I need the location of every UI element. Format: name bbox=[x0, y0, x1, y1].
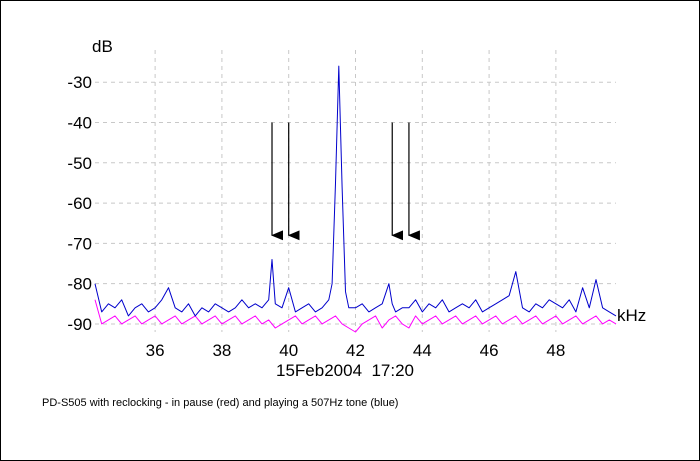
grid-lines bbox=[95, 50, 616, 332]
y-tick-label: -70 bbox=[67, 234, 92, 253]
x-tick-label: 46 bbox=[480, 341, 499, 360]
x-tick-label: 48 bbox=[546, 341, 565, 360]
y-tick-labels: -30 -40 -50 -60 -70 -80 -90 bbox=[67, 73, 92, 334]
x-tick-label: 40 bbox=[279, 341, 298, 360]
y-tick-label: -90 bbox=[67, 315, 92, 334]
x-axis-unit-label: kHz bbox=[617, 306, 646, 325]
timestamp-label: 15Feb2004 17:20 bbox=[276, 361, 414, 380]
y-tick-label: -30 bbox=[67, 73, 92, 92]
y-axis-unit-label: dB bbox=[92, 37, 113, 56]
chart-caption: PD-S505 with reclocking - in pause (red)… bbox=[42, 397, 399, 409]
x-tick-label: 36 bbox=[146, 341, 165, 360]
y-tick-label: -60 bbox=[67, 194, 92, 213]
series-line-blue bbox=[94, 65, 617, 317]
x-tick-label: 38 bbox=[212, 341, 231, 360]
y-tick-label: -50 bbox=[67, 154, 92, 173]
annotation-arrows bbox=[271, 122, 420, 241]
x-tick-label: 44 bbox=[413, 341, 432, 360]
y-tick-label: -80 bbox=[67, 275, 92, 294]
series-line-red bbox=[94, 299, 617, 333]
y-tick-label: -40 bbox=[67, 114, 92, 133]
x-tick-labels: 36 38 40 42 44 46 48 bbox=[146, 341, 566, 360]
series-layer bbox=[94, 65, 617, 333]
x-tick-label: 42 bbox=[346, 341, 365, 360]
